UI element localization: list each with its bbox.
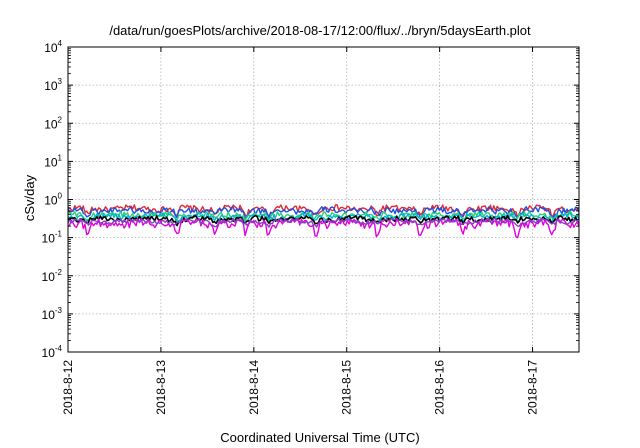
y-tick-exponent: -1 bbox=[55, 230, 63, 239]
chart-title: /data/run/goesPlots/archive/2018-08-17/1… bbox=[109, 23, 531, 38]
y-tick-exponent: 2 bbox=[58, 115, 63, 124]
y-axis-label: cSv/day bbox=[22, 174, 37, 221]
y-tick-exponent: 1 bbox=[58, 153, 63, 162]
y-tick-base: 10 bbox=[44, 41, 58, 55]
x-tick-label: 2018-8-14 bbox=[247, 360, 261, 415]
grid-lines bbox=[68, 47, 579, 352]
x-axis-label: Coordinated Universal Time (UTC) bbox=[220, 430, 419, 445]
x-tick-label: 2018-8-13 bbox=[154, 360, 168, 415]
y-tick-exponent: 4 bbox=[58, 39, 63, 48]
y-tick-base: 10 bbox=[42, 232, 56, 246]
y-tick-exponent: 3 bbox=[58, 77, 63, 86]
y-tick-label: 10-3 bbox=[42, 306, 63, 322]
y-tick-exponent: -3 bbox=[55, 306, 63, 315]
y-tick-label: 10-4 bbox=[42, 344, 63, 360]
series-line bbox=[67, 217, 580, 239]
y-tick-label: 100 bbox=[44, 192, 62, 208]
y-tick-base: 10 bbox=[44, 79, 58, 93]
y-tick-label: 102 bbox=[44, 115, 62, 131]
x-tick-label: 2018-8-17 bbox=[526, 360, 540, 415]
y-tick-exponent: 0 bbox=[58, 192, 63, 201]
series-group bbox=[67, 204, 580, 239]
x-tick-label: 2018-8-16 bbox=[433, 360, 447, 415]
y-tick-exponent: -4 bbox=[55, 344, 63, 353]
y-tick-exponent: -2 bbox=[55, 268, 63, 277]
x-tick-label: 2018-8-15 bbox=[340, 360, 354, 415]
x-tick-label: 2018-8-12 bbox=[61, 360, 75, 415]
y-tick-base: 10 bbox=[42, 346, 56, 360]
y-tick-base: 10 bbox=[42, 308, 56, 322]
y-tick-label: 10-2 bbox=[42, 268, 63, 284]
series-line bbox=[67, 205, 580, 220]
series-line bbox=[67, 204, 580, 219]
y-tick-base: 10 bbox=[44, 155, 58, 169]
y-tick-label: 101 bbox=[44, 153, 62, 169]
x-axis-ticks: 2018-8-12 2018-8-13 2018-8-14 2018-8-15 2018… bbox=[61, 47, 540, 415]
y-tick-base: 10 bbox=[44, 194, 58, 208]
y-tick-label: 10-1 bbox=[42, 230, 63, 246]
y-tick-label: 103 bbox=[44, 77, 62, 93]
y-tick-base: 10 bbox=[44, 117, 58, 131]
y-tick-label: 104 bbox=[44, 39, 62, 55]
series-line bbox=[67, 217, 580, 228]
y-tick-base: 10 bbox=[42, 270, 56, 284]
